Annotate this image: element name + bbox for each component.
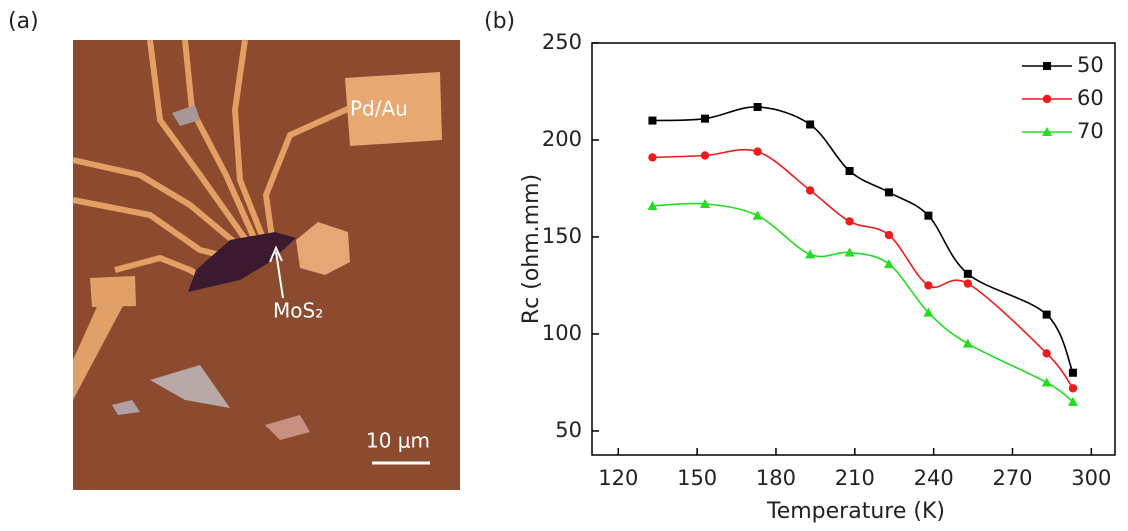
marker [648,153,657,162]
electrodes [72,39,352,285]
marker [1042,94,1052,104]
flake [172,105,200,126]
x-tick-label: 180 [756,466,796,490]
marker [1043,62,1051,70]
marker [1068,384,1078,393]
marker [701,114,710,123]
y-tick-label: 250 [542,30,582,54]
x-axis-label: Temperature (K) [766,499,945,524]
micrograph: Pd/Au MoS₂ 10 μm [72,39,460,490]
marker [844,247,855,257]
y-tick-label: 100 [542,321,582,345]
electrode [73,300,125,400]
legend-label: 70 [1077,119,1104,143]
panel-label: (b) [484,9,515,34]
flake [150,365,230,408]
marker [753,147,762,156]
y-tick-label: 50 [555,418,582,442]
scale-bar-label: 10 μm [366,429,430,453]
marker [1067,396,1078,406]
marker [884,230,894,240]
marker [963,269,972,278]
x-tick-label: 150 [677,466,717,490]
series-line [652,148,1074,389]
marker [806,120,815,129]
pad-label: Pd/Au [350,97,408,121]
marker [923,307,934,317]
marker [805,186,815,195]
plot-frame [591,42,1116,456]
pad [345,72,442,146]
marker [647,200,658,210]
marker [884,188,893,197]
y-axis-label: Rc (ohm.mm) [519,174,544,324]
marker [845,167,854,176]
marker [924,281,933,290]
x-tick-label: 120 [598,466,638,490]
marker [924,211,933,220]
series-line [652,202,1074,403]
marker [805,249,816,259]
series-line [652,106,1074,374]
marker [700,151,710,160]
x-tick-label: 210 [835,466,875,490]
pad [90,276,136,307]
marker [883,259,894,269]
marker [845,217,854,226]
marker [700,198,711,208]
x-tick-label: 270 [992,466,1032,490]
marker [648,116,657,125]
y-tick-label: 150 [542,224,582,248]
marker [1042,310,1051,319]
x-tick-label: 300 [1071,466,1111,490]
marker [1042,127,1052,136]
legend-label: 60 [1077,86,1104,110]
arrow-head [269,245,283,263]
flake [265,415,310,440]
y-tick-label: 200 [542,127,582,151]
flake [188,232,296,292]
marker [752,210,763,220]
marker [753,103,762,112]
legend-label: 50 [1077,53,1104,77]
marker [963,279,973,288]
marker [1041,377,1052,387]
flake [112,400,140,415]
panel-label: (a) [8,9,39,34]
arrow [275,251,284,299]
marker [1042,349,1051,358]
flake-label: MoS₂ [273,299,323,323]
marker [962,338,973,348]
x-tick-label: 240 [914,466,954,490]
pad [296,222,350,275]
marker [1068,368,1077,377]
